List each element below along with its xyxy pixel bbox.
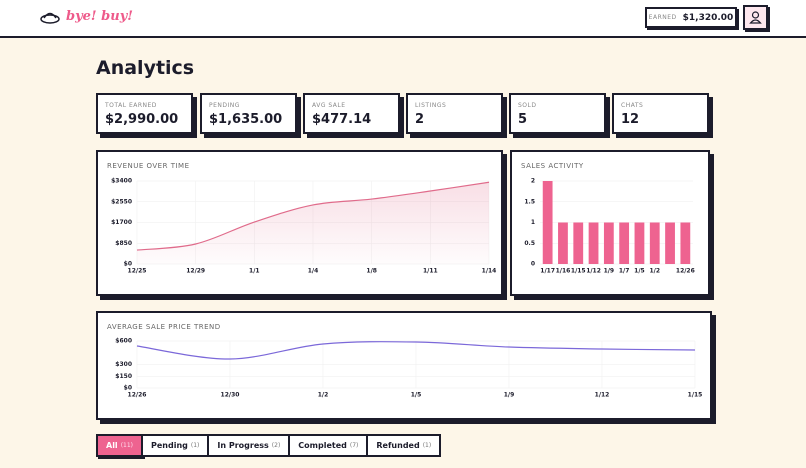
page-title: Analytics [96,57,195,79]
filter-count: (1) [422,442,432,449]
y-tick-label: 0 [531,261,535,268]
filter-count: (2) [271,442,281,449]
stat-value: 12 [621,112,640,127]
filter-bar: All (11) Pending (1) In Progress (2) Completed… [96,434,442,457]
bar [603,222,614,264]
y-tick-label: $300 [115,361,132,368]
user-button[interactable] [743,5,768,30]
x-tick-label: 1/7 [619,268,630,275]
stat-value: $477.14 [312,112,372,127]
x-tick-label: 1/2 [649,268,660,275]
filter-button[interactable]: In Progress (2) [207,434,291,457]
logo[interactable]: bye! buy! [66,9,133,24]
y-tick-label: $850 [115,240,132,247]
bar [558,222,568,264]
filter-label: Refunded [376,441,420,450]
stat-value: 5 [518,112,528,127]
chart-card: AVERAGE SALE PRICE TREND [96,311,712,420]
filter-count: (7) [349,442,359,449]
stat-label: AVG SALE [312,102,346,109]
stat-label: SOLD [518,102,537,109]
x-tick-label: 1/11 [423,268,438,275]
bar [619,222,630,264]
bar [573,222,584,264]
x-tick-label: 1/15 [571,268,586,275]
stat-label: PENDING [209,102,240,109]
earned-value: $1,320.00 [682,12,734,23]
logo-icon [40,12,60,24]
stat-card: AVG SALE $477.14 [303,93,400,134]
x-tick-label: 12/25 [128,268,147,275]
line [136,181,490,251]
filter-button[interactable]: Pending (1) [141,434,210,457]
filter-label: Pending [151,441,188,450]
y-tick-label: $3400 [111,178,132,185]
user-icon [749,11,762,24]
stat-card: PENDING $1,635.00 [200,93,297,134]
x-tick-label: 1/1 [249,268,260,275]
bar [634,222,645,264]
x-tick-label: 1/12 [586,268,601,275]
filter-button[interactable]: Completed (7) [288,434,369,457]
stat-card: LISTINGS 2 [406,93,503,134]
stat-card: TOTAL EARNED $2,990.00 [96,93,193,134]
x-tick-label: 1/12 [595,392,610,399]
bar [680,222,691,264]
x-tick-label: 1/2 [318,392,329,399]
filter-label: In Progress [217,441,269,450]
stat-label: CHATS [621,102,644,109]
y-tick-label: 2 [531,178,535,185]
stat-label: LISTINGS [415,102,447,109]
y-tick-label: $0 [124,261,132,268]
y-tick-label: $600 [115,338,132,345]
stat-label: TOTAL EARNED [105,102,157,109]
bar [665,222,675,264]
chart-title: SALES ACTIVITY [521,162,584,170]
header: bye! buy! EARNED $1,320.00 [0,0,806,38]
stat-card: SOLD 5 [509,93,606,134]
filter-count: (11) [120,442,134,449]
line [136,341,696,360]
filter-count: (1) [190,442,200,449]
x-tick-label: 1/5 [634,268,645,275]
y-tick-label: 0.5 [524,240,535,247]
x-tick-label: 1/14 [482,268,497,275]
y-tick-label: 1 [531,219,535,226]
y-tick-label: 1.5 [524,198,535,205]
chart-title: REVENUE OVER TIME [107,162,190,170]
stat-card: CHATS 12 [612,93,709,134]
stat-value: 2 [415,112,425,127]
x-tick-label: 1/9 [604,268,615,275]
x-tick-label: 1/4 [308,268,319,275]
x-tick-label: 1/8 [366,268,377,275]
earned-box: EARNED $1,320.00 [645,7,737,28]
bar [649,222,660,264]
y-tick-label: $1700 [111,219,132,226]
filter-button[interactable]: All (11) [96,434,144,457]
x-tick-label: 12/26 [128,392,147,399]
x-tick-label: 1/15 [688,392,703,399]
earned-label: EARNED [648,14,677,21]
x-tick-label: 12/30 [221,392,240,399]
filter-button[interactable]: Refunded (1) [366,434,442,457]
filter-label: All [106,441,118,450]
bar [542,181,553,264]
x-tick-label: 1/5 [411,392,422,399]
stat-value: $2,990.00 [105,112,179,127]
y-tick-label: $0 [124,385,132,392]
area-fill [137,182,489,264]
bar [588,222,599,264]
x-tick-label: 12/29 [186,268,205,275]
x-tick-label: 1/9 [504,392,515,399]
y-tick-label: $2550 [111,198,132,205]
filter-label: Completed [298,441,347,450]
x-tick-label: 1/17 [540,268,555,275]
chart-title: AVERAGE SALE PRICE TREND [107,323,221,331]
x-tick-label: 1/16 [556,268,571,275]
y-tick-label: $150 [115,373,132,380]
stat-value: $1,635.00 [209,112,283,127]
x-tick-label: 12/26 [676,268,695,275]
